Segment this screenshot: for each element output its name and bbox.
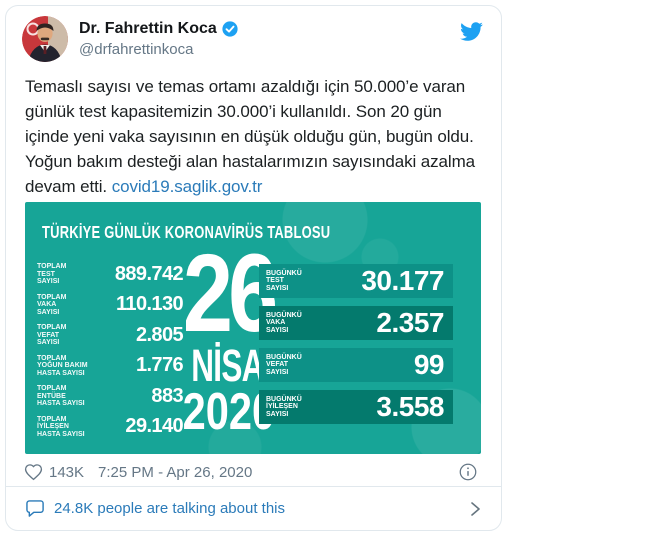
like-button[interactable]: 143K <box>24 463 84 481</box>
tweet-header: Dr. Fahrettin Koca @drfahrettinkoca <box>22 16 483 62</box>
timestamp[interactable]: 7:25 PM - Apr 26, 2020 <box>98 463 253 481</box>
daily-vefat-value: 99 <box>413 349 445 380</box>
daily-vaka-row: BUGÜNKÜ VAKA SAYISI 2.357 <box>259 306 453 340</box>
total-vefat-value: 2.805 <box>135 323 184 346</box>
tweet-card: Dr. Fahrettin Koca @drfahrettinkoca Tema… <box>5 5 502 531</box>
total-iyilesen-value: 29.140 <box>125 415 183 438</box>
twitter-bird-icon[interactable] <box>460 16 483 41</box>
total-yogun-bakim-value: 1.776 <box>135 354 184 377</box>
talk-bar-link[interactable]: 24.8K people are talking about this <box>6 486 501 530</box>
chevron-right-icon <box>467 500 483 518</box>
tweet-link[interactable]: covid19.saglik.gov.tr <box>111 177 263 196</box>
daily-iyilesen-value: 3.558 <box>376 391 444 422</box>
tweet-footer: 143K 7:25 PM - Apr 26, 2020 <box>24 463 483 481</box>
total-test-row: TOPLAM TEST SAYISI 889.742 <box>37 259 184 290</box>
total-vefat-label: TOPLAM VEFAT SAYISI <box>37 324 67 346</box>
daily-column: BUGÜNKÜ TEST SAYISI 30.177 BUGÜNKÜ VAKA … <box>259 264 453 432</box>
daily-vaka-label: BUGÜNKÜ VAKA SAYISI <box>266 311 302 334</box>
daily-iyilesen-row: BUGÜNKÜ İYİLEŞEN SAYISI 3.558 <box>259 390 453 424</box>
user-handle[interactable]: @drfahrettinkoca <box>79 41 194 58</box>
total-entube-row: TOPLAM ENTÜBE HASTA SAYISI 883 <box>37 381 184 412</box>
total-vefat-row: TOPLAM VEFAT SAYISI 2.805 <box>37 320 184 351</box>
total-yogun-bakim-label: TOPLAM YOĞUN BAKIM HASTA SAYISI <box>37 354 88 377</box>
daily-vefat-row: BUGÜNKÜ VEFAT SAYISI 99 <box>259 348 453 382</box>
tweet-body: Dr. Fahrettin Koca @drfahrettinkoca Tema… <box>6 6 501 486</box>
speech-bubble-icon <box>26 499 45 518</box>
tweet-text: Temaslı sayısı ve temas ortamı azaldığı … <box>25 74 488 199</box>
total-test-label: TOPLAM TEST SAYISI <box>37 263 67 285</box>
totals-column: TOPLAM TEST SAYISI 889.742 TOPLAM VAKA S… <box>37 259 184 443</box>
total-vaka-value: 110.130 <box>116 293 184 316</box>
daily-test-row: BUGÜNKÜ TEST SAYISI 30.177 <box>259 264 453 298</box>
daily-vefat-label: BUGÜNKÜ VEFAT SAYISI <box>266 353 302 376</box>
verified-badge-icon <box>222 21 238 37</box>
like-count: 143K <box>49 463 85 481</box>
total-test-value: 889.742 <box>114 262 184 285</box>
total-vaka-row: TOPLAM VAKA SAYISI 110.130 <box>37 290 184 321</box>
total-iyilesen-row: TOPLAM İYİLEŞEN HASTA SAYISI 29.140 <box>37 412 184 443</box>
daily-test-label: BUGÜNKÜ TEST SAYISI <box>266 269 302 292</box>
covid-table-image[interactable]: TÜRKİYE GÜNLÜK KORONAVİRÜS TABLOSU TOPLA… <box>25 202 481 454</box>
info-icon[interactable] <box>459 463 477 481</box>
identity-block: Dr. Fahrettin Koca @drfahrettinkoca <box>79 16 238 58</box>
total-yogun-bakim-row: TOPLAM YOĞUN BAKIM HASTA SAYISI 1.776 <box>37 351 184 382</box>
daily-vaka-value: 2.357 <box>376 307 444 338</box>
avatar-photo <box>22 16 68 62</box>
daily-test-value: 30.177 <box>361 265 444 296</box>
avatar[interactable] <box>22 16 68 62</box>
heart-icon <box>24 463 43 481</box>
talk-bar-text: 24.8K people are talking about this <box>54 500 285 517</box>
total-entube-value: 883 <box>151 384 183 407</box>
total-vaka-label: TOPLAM VAKA SAYISI <box>37 293 67 316</box>
tweet-text-body: Temaslı sayısı ve temas ortamı azaldığı … <box>25 77 475 196</box>
covid-table-title: TÜRKİYE GÜNLÜK KORONAVİRÜS TABLOSU <box>42 222 331 242</box>
total-entube-label: TOPLAM ENTÜBE HASTA SAYISI <box>37 385 85 407</box>
total-iyilesen-label: TOPLAM İYİLEŞEN HASTA SAYISI <box>37 415 85 438</box>
display-name[interactable]: Dr. Fahrettin Koca <box>79 20 217 37</box>
daily-iyilesen-label: BUGÜNKÜ İYİLEŞEN SAYISI <box>266 395 302 418</box>
